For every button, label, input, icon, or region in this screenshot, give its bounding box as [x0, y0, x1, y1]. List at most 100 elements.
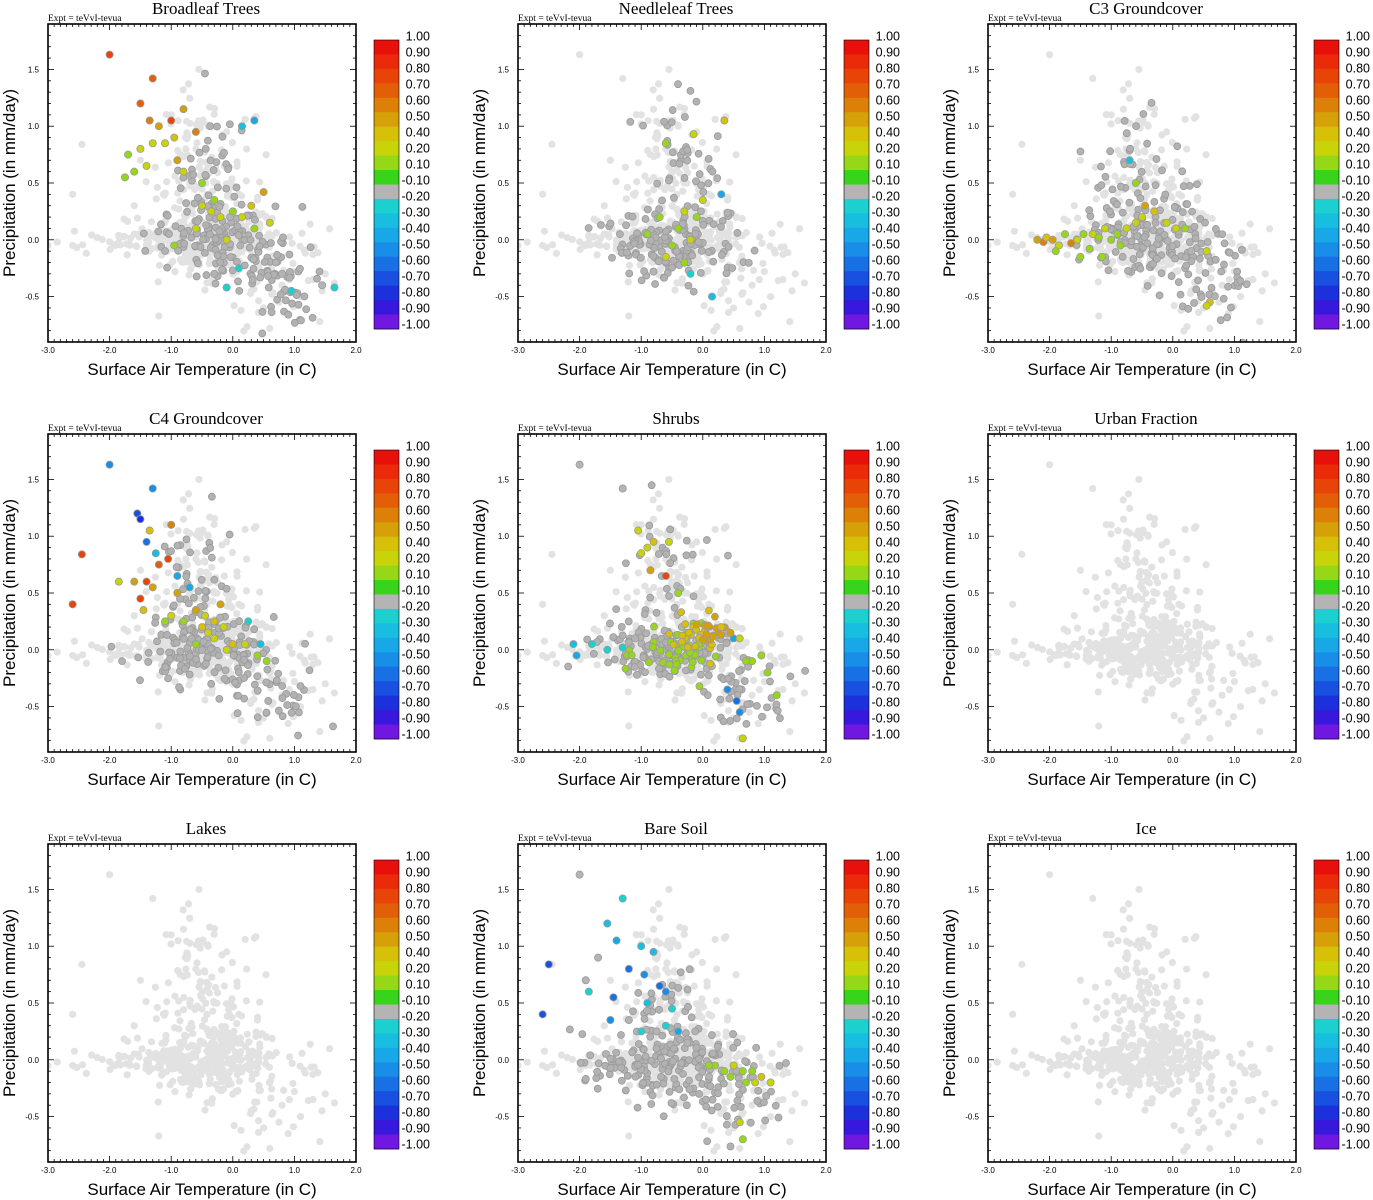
neutral-point	[608, 253, 616, 262]
neutral-point	[695, 170, 704, 179]
neutral-point	[606, 619, 614, 628]
colorbar-label: -0.20	[872, 600, 901, 614]
colorbar-label: 0.60	[406, 504, 430, 518]
background-point	[632, 520, 640, 529]
neutral-point	[281, 296, 290, 305]
neutral-point	[1184, 305, 1193, 313]
neutral-point	[672, 247, 681, 256]
background-point	[795, 225, 804, 233]
data-point	[1094, 233, 1103, 242]
neutral-point	[628, 212, 637, 221]
colorbar-label: -0.20	[402, 190, 431, 204]
background-point	[1120, 153, 1128, 161]
neutral-point	[180, 229, 188, 237]
background-point	[176, 607, 184, 615]
background-point	[673, 279, 681, 287]
x-tick-label: -1.0	[1104, 346, 1118, 355]
y-tick-label: -0.5	[25, 293, 39, 302]
colorbar-segment	[844, 271, 869, 287]
colorbar-segment	[844, 83, 869, 99]
background-point	[196, 567, 204, 576]
colorbar-label: 0.10	[406, 158, 430, 172]
neutral-point	[249, 264, 258, 273]
background-point	[726, 588, 734, 596]
neutral-point	[305, 666, 314, 675]
neutral-point	[222, 584, 231, 593]
neutral-point	[169, 601, 178, 610]
background-point	[768, 229, 776, 237]
background-point	[82, 659, 91, 667]
background-point	[1150, 110, 1158, 118]
background-point	[738, 214, 746, 223]
neutral-point	[713, 132, 722, 141]
background-point	[1265, 225, 1274, 233]
plot-frame	[987, 23, 1297, 343]
data-point	[161, 617, 170, 626]
background-point	[1176, 214, 1185, 222]
background-point	[649, 515, 658, 523]
background-point	[306, 220, 314, 228]
background-point	[791, 270, 799, 278]
neutral-point	[642, 629, 651, 638]
data-point	[1076, 252, 1085, 261]
data-point	[757, 651, 766, 660]
neutral-point	[697, 207, 705, 216]
neutral-point	[1155, 291, 1164, 300]
neutral-point	[694, 238, 703, 247]
background-point	[237, 716, 245, 724]
data-point	[723, 685, 732, 694]
background-point	[1158, 131, 1166, 139]
colorbar-label: -0.50	[402, 648, 431, 662]
data-point	[207, 207, 216, 216]
background-point	[644, 117, 652, 125]
colorbar-label: 0.80	[876, 472, 900, 486]
background-point	[649, 105, 658, 113]
background-point	[593, 661, 601, 669]
background-point	[262, 561, 270, 569]
background-point	[693, 602, 701, 610]
data-point	[669, 640, 678, 649]
neutral-point	[682, 536, 691, 545]
data-point	[1125, 156, 1134, 165]
background-point	[1202, 151, 1210, 159]
neutral-point	[1211, 292, 1219, 301]
colorbar-segment	[374, 300, 399, 315]
background-point	[657, 265, 665, 273]
background-point	[115, 231, 123, 239]
background-point	[688, 612, 696, 621]
neutral-point	[213, 122, 221, 131]
background-point	[654, 80, 663, 88]
neutral-point	[166, 655, 174, 663]
colorbar-segment	[844, 227, 869, 243]
neutral-point	[683, 146, 692, 154]
data-point	[136, 144, 145, 153]
colorbar-segment	[844, 493, 869, 509]
neutral-point	[300, 292, 309, 301]
data-point	[1187, 247, 1196, 256]
background-point	[1092, 195, 1100, 203]
colorbar-frame	[1313, 39, 1340, 330]
background-point	[184, 80, 193, 88]
neutral-point	[226, 253, 235, 261]
neutral-point	[681, 113, 689, 121]
neutral-point	[667, 118, 676, 127]
data-point	[1131, 178, 1140, 187]
neutral-point	[180, 239, 189, 248]
background-point	[676, 513, 684, 521]
background-point	[88, 231, 96, 239]
data-point	[1061, 230, 1070, 239]
background-point	[156, 654, 164, 662]
x-tick-label: 0.0	[697, 346, 709, 355]
neutral-point	[273, 250, 282, 259]
points-layer	[988, 51, 1279, 342]
neutral-point	[724, 674, 733, 683]
colorbar-segment	[1314, 256, 1339, 272]
background-point	[1258, 287, 1266, 295]
background-point	[98, 235, 106, 244]
colorbar-label: 0.40	[1346, 126, 1370, 140]
neutral-point	[231, 678, 240, 687]
background-point	[786, 318, 794, 326]
colorbar-label: -0.80	[402, 286, 431, 300]
neutral-point	[253, 713, 262, 722]
background-point	[194, 558, 202, 567]
